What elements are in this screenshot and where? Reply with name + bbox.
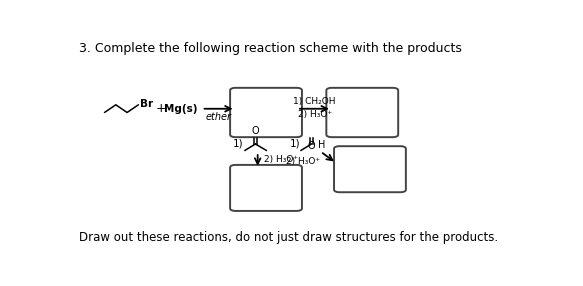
FancyBboxPatch shape bbox=[230, 165, 302, 211]
FancyBboxPatch shape bbox=[326, 88, 398, 137]
Text: 1): 1) bbox=[290, 138, 300, 148]
Text: O: O bbox=[308, 141, 315, 151]
Text: Draw out these reactions, do not just draw structures for the products.: Draw out these reactions, do not just dr… bbox=[79, 231, 498, 244]
Text: 1): 1) bbox=[233, 138, 244, 148]
Text: 1) CH₂OH: 1) CH₂OH bbox=[293, 97, 336, 106]
Text: Br: Br bbox=[140, 99, 153, 109]
Text: ether: ether bbox=[205, 112, 231, 122]
Text: 2) H₃O⁺: 2) H₃O⁺ bbox=[297, 110, 332, 119]
Text: O: O bbox=[252, 126, 259, 136]
Text: H: H bbox=[318, 140, 325, 150]
Text: 2) H₃O⁺: 2) H₃O⁺ bbox=[286, 157, 321, 166]
FancyBboxPatch shape bbox=[334, 146, 406, 192]
Text: 3. Complete the following reaction scheme with the products: 3. Complete the following reaction schem… bbox=[79, 42, 462, 55]
Text: +: + bbox=[156, 102, 166, 115]
Text: 2) H₃O⁺: 2) H₃O⁺ bbox=[265, 155, 298, 164]
FancyBboxPatch shape bbox=[230, 88, 302, 137]
Text: Mg(s): Mg(s) bbox=[164, 104, 197, 114]
